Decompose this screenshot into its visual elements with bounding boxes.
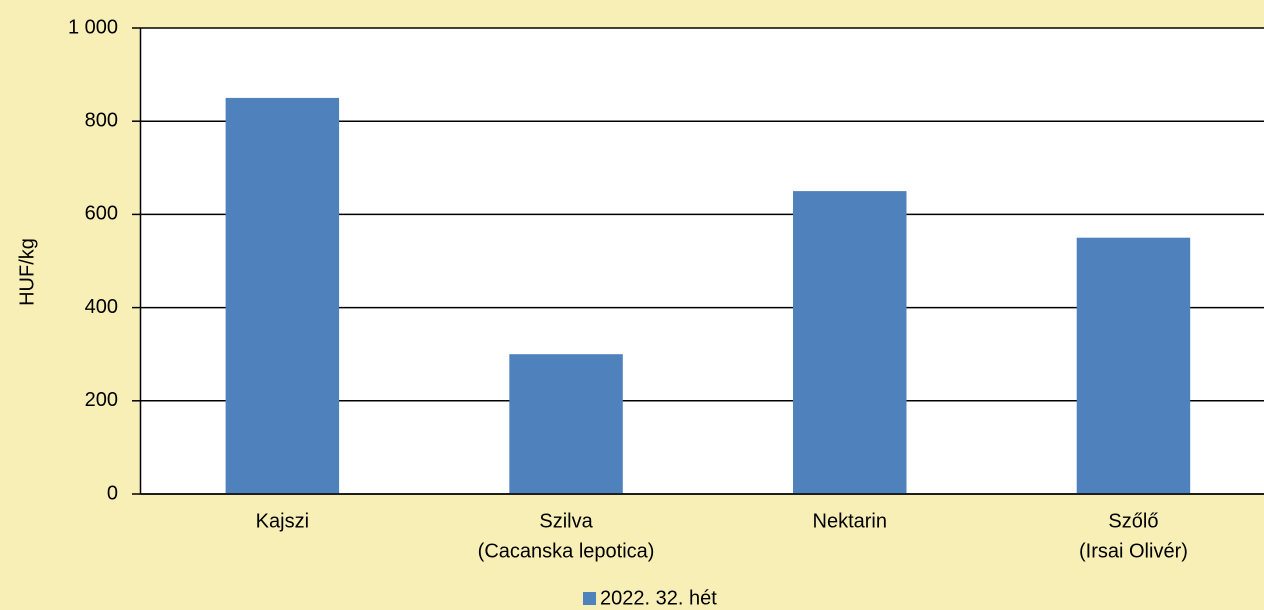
y-tick-label: 1 000 xyxy=(68,16,118,38)
legend-label: 2022. 32. hét xyxy=(600,587,717,609)
bar xyxy=(225,97,340,495)
y-tick-label: 200 xyxy=(85,389,118,411)
x-tick-label: Nektarin xyxy=(813,510,887,532)
x-tick-label: (Cacanska lepotica) xyxy=(478,540,655,562)
bar xyxy=(793,191,907,494)
y-tick-label: 600 xyxy=(85,203,118,225)
bar xyxy=(1076,237,1191,494)
y-tick-label: 0 xyxy=(107,482,118,504)
legend-swatch xyxy=(583,592,596,605)
x-tick-label: (Irsai Olivér) xyxy=(1079,540,1188,562)
y-tick-label: 400 xyxy=(85,296,118,318)
y-axis-label: HUF/kg xyxy=(16,238,38,306)
x-tick-label: Kajszi xyxy=(256,510,309,532)
x-tick-label: Szilva xyxy=(539,510,593,532)
bar xyxy=(509,354,623,494)
y-tick-label: 800 xyxy=(85,109,118,131)
x-tick-label: Szőlő xyxy=(1108,510,1158,532)
